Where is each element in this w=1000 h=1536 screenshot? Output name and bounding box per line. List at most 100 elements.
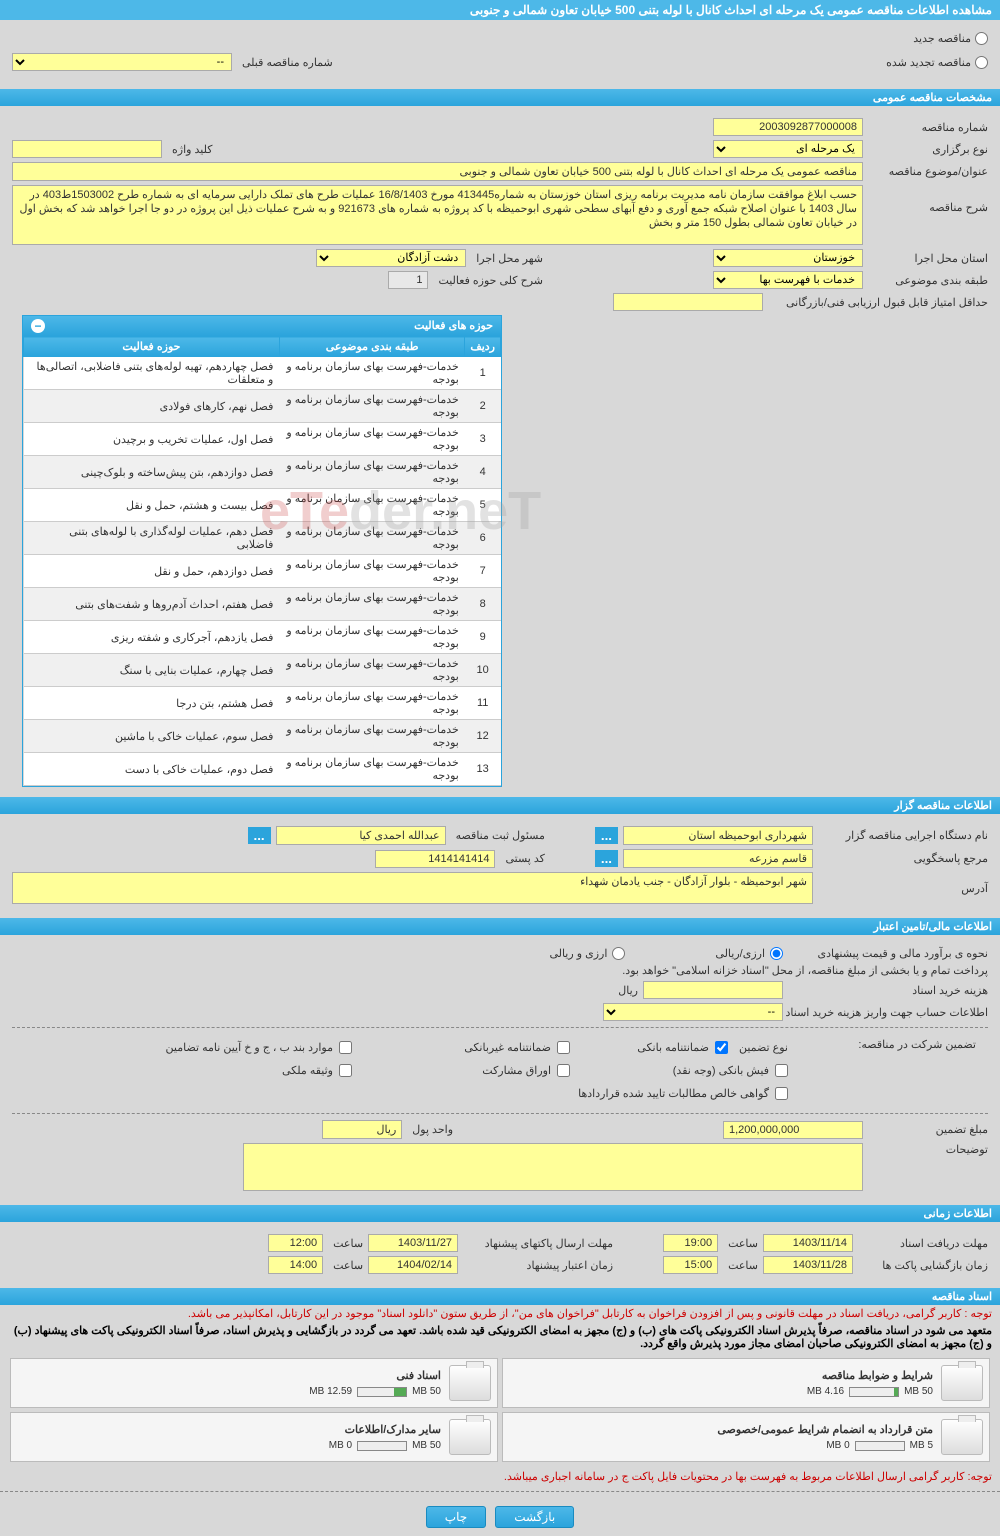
province-label: استان محل اجرا xyxy=(868,252,988,265)
participation-papers-check[interactable] xyxy=(557,1064,570,1077)
keyword-field[interactable] xyxy=(12,140,162,158)
table-cell: فصل دهم، عملیات لوله‌گذاری با لوله‌های ب… xyxy=(24,522,280,555)
file-card[interactable]: سایر مدارک/اطلاعات50 MB0 MB xyxy=(10,1412,498,1462)
time-section-header: اطلاعات زمانی xyxy=(0,1205,1000,1222)
amount-field[interactable]: 1,200,000,000 xyxy=(723,1121,863,1139)
unit-field: ریال xyxy=(322,1120,402,1139)
category-select[interactable]: خدمات با فهرست بها xyxy=(713,271,863,289)
table-cell: خدمات-فهرست بهای سازمان برنامه و بودجه xyxy=(279,390,464,423)
open-date[interactable]: 1403/11/28 xyxy=(763,1256,853,1274)
file-used: 12.59 MB xyxy=(309,1386,352,1397)
prev-tender-label: شماره مناقصه قبلی xyxy=(237,56,333,69)
address-field: شهر ابوحمیظه - بلوار آزادگان - جنب یادما… xyxy=(12,872,813,904)
table-cell: خدمات-فهرست بهای سازمان برنامه و بودجه xyxy=(279,621,464,654)
activity-table-container: حوزه های فعالیت − ردیفطبقه بندی موضوعیحو… xyxy=(22,315,502,787)
new-tender-radio[interactable] xyxy=(975,32,988,45)
table-cell: خدمات-فهرست بهای سازمان برنامه و بودجه xyxy=(279,654,464,687)
hour-label-3: ساعت xyxy=(723,1259,758,1272)
items-b-c-check[interactable] xyxy=(339,1041,352,1054)
table-cell: 11 xyxy=(465,687,501,720)
nonbank-guarantee-check[interactable] xyxy=(557,1041,570,1054)
table-cell: 4 xyxy=(465,456,501,489)
folder-icon xyxy=(449,1365,491,1401)
registrar-lookup-button[interactable]: ... xyxy=(248,827,271,844)
print-button[interactable]: چاپ xyxy=(426,1506,486,1528)
file-used: 4.16 MB xyxy=(807,1386,844,1397)
docs-section-header: اسناد مناقصه xyxy=(0,1288,1000,1305)
renewed-tender-radio[interactable] xyxy=(975,56,988,69)
file-total: 50 MB xyxy=(412,1440,441,1451)
progress-bar xyxy=(357,1387,407,1397)
table-cell: خدمات-فهرست بهای سازمان برنامه و بودجه xyxy=(279,555,464,588)
tender-no-label: شماره مناقصه xyxy=(868,121,988,134)
table-cell: فصل سوم، عملیات خاکی با ماشین xyxy=(24,720,280,753)
table-cell: 2 xyxy=(465,390,501,423)
validity-time[interactable]: 14:00 xyxy=(268,1256,323,1274)
submit-date[interactable]: 1403/11/27 xyxy=(368,1234,458,1252)
validity-label: زمان اعتبار پیشنهاد xyxy=(463,1259,613,1272)
file-used: 0 MB xyxy=(826,1440,849,1451)
collapse-icon[interactable]: − xyxy=(31,319,45,333)
city-select[interactable]: دشت آزادگان xyxy=(316,249,466,267)
table-header: ردیف xyxy=(465,337,501,357)
docs-notice-1: توجه : کاربر گرامی، دریافت اسناد در مهلت… xyxy=(0,1305,1000,1322)
back-button[interactable]: بازگشت xyxy=(495,1506,574,1528)
table-cell: فصل چهارم، عملیات بنایی با سنگ xyxy=(24,654,280,687)
open-time[interactable]: 15:00 xyxy=(663,1256,718,1274)
table-cell: فصل دوازدهم، حمل و نقل xyxy=(24,555,280,588)
table-cell: خدمات-فهرست بهای سازمان برنامه و بودجه xyxy=(279,456,464,489)
doc-cost-field[interactable] xyxy=(643,981,783,999)
receive-date[interactable]: 1403/11/14 xyxy=(763,1234,853,1252)
table-cell: فصل اول، عملیات تخریب و برچیدن xyxy=(24,423,280,456)
page-title: مشاهده اطلاعات مناقصه عمومی یک مرحله ای … xyxy=(0,0,1000,20)
items-b-c-label: موارد بند ب ، ج و خ آیین نامه تضامین xyxy=(166,1041,333,1054)
rial-label: ارزی/ریالی xyxy=(715,947,765,960)
notes-label: توضیحات xyxy=(868,1143,988,1156)
table-cell: فصل دوم، عملیات خاکی با دست xyxy=(24,753,280,786)
validity-date[interactable]: 1404/02/14 xyxy=(368,1256,458,1274)
table-cell: 6 xyxy=(465,522,501,555)
registrar-label: مسئول ثبت مناقصه xyxy=(451,829,545,842)
bank-receipt-check[interactable] xyxy=(775,1064,788,1077)
bank-receipt-label: فیش بانکی (وجه نقد) xyxy=(673,1064,769,1077)
net-claims-check[interactable] xyxy=(775,1087,788,1100)
table-row: 10خدمات-فهرست بهای سازمان برنامه و بودجه… xyxy=(24,654,501,687)
file-card[interactable]: شرایط و ضوابط مناقصه50 MB4.16 MB xyxy=(502,1358,990,1408)
type-label: نوع برگزاری xyxy=(868,143,988,156)
receive-time[interactable]: 19:00 xyxy=(663,1234,718,1252)
subject-field: مناقصه عمومی یک مرحله ای احداث کانال با … xyxy=(12,162,863,181)
notes-textarea[interactable] xyxy=(243,1143,863,1191)
table-cell: 5 xyxy=(465,489,501,522)
responder-lookup-button[interactable]: ... xyxy=(595,850,618,867)
account-info-select[interactable]: -- xyxy=(603,1003,783,1021)
min-score-field[interactable] xyxy=(613,293,763,311)
method-label: نحوه ی برآورد مالی و قیمت پیشنهادی xyxy=(788,947,988,960)
file-total: 5 MB xyxy=(910,1440,933,1451)
type-select[interactable]: یک مرحله ای xyxy=(713,140,863,158)
address-label: آدرس xyxy=(818,882,988,895)
table-cell: 1 xyxy=(465,357,501,390)
hour-label-2: ساعت xyxy=(328,1237,363,1250)
rial-radio[interactable] xyxy=(770,947,783,960)
desc-label: شرح مناقصه xyxy=(868,185,988,214)
desc-field[interactable]: حسب ابلاغ موافقت سازمان نامه مدیریت برنا… xyxy=(12,185,863,245)
bank-guarantee-check[interactable] xyxy=(715,1041,728,1054)
property-pledge-check[interactable] xyxy=(339,1064,352,1077)
submit-time[interactable]: 12:00 xyxy=(268,1234,323,1252)
file-used: 0 MB xyxy=(329,1440,352,1451)
currency-radio[interactable] xyxy=(612,947,625,960)
participate-label: تضمین شرکت در مناقصه: xyxy=(806,1038,976,1057)
table-row: 13خدمات-فهرست بهای سازمان برنامه و بودجه… xyxy=(24,753,501,786)
keyword-label: کلید واژه xyxy=(167,143,212,156)
file-card[interactable]: متن قرارداد به انضمام شرایط عمومی/خصوصی5… xyxy=(502,1412,990,1462)
table-cell: فصل بیست و هشتم، حمل و نقل xyxy=(24,489,280,522)
bank-guarantee-label: ضمانتنامه بانکی xyxy=(637,1041,709,1054)
org-lookup-button[interactable]: ... xyxy=(595,827,618,844)
amount-label: مبلغ تضمین xyxy=(868,1123,988,1136)
file-card[interactable]: اسناد فنی50 MB12.59 MB xyxy=(10,1358,498,1408)
prev-tender-select[interactable]: -- xyxy=(12,53,232,71)
province-select[interactable]: خوزستان xyxy=(713,249,863,267)
postal-field: 1414141414 xyxy=(375,850,495,868)
receive-label: مهلت دریافت اسناد xyxy=(858,1237,988,1250)
file-total: 50 MB xyxy=(904,1386,933,1397)
